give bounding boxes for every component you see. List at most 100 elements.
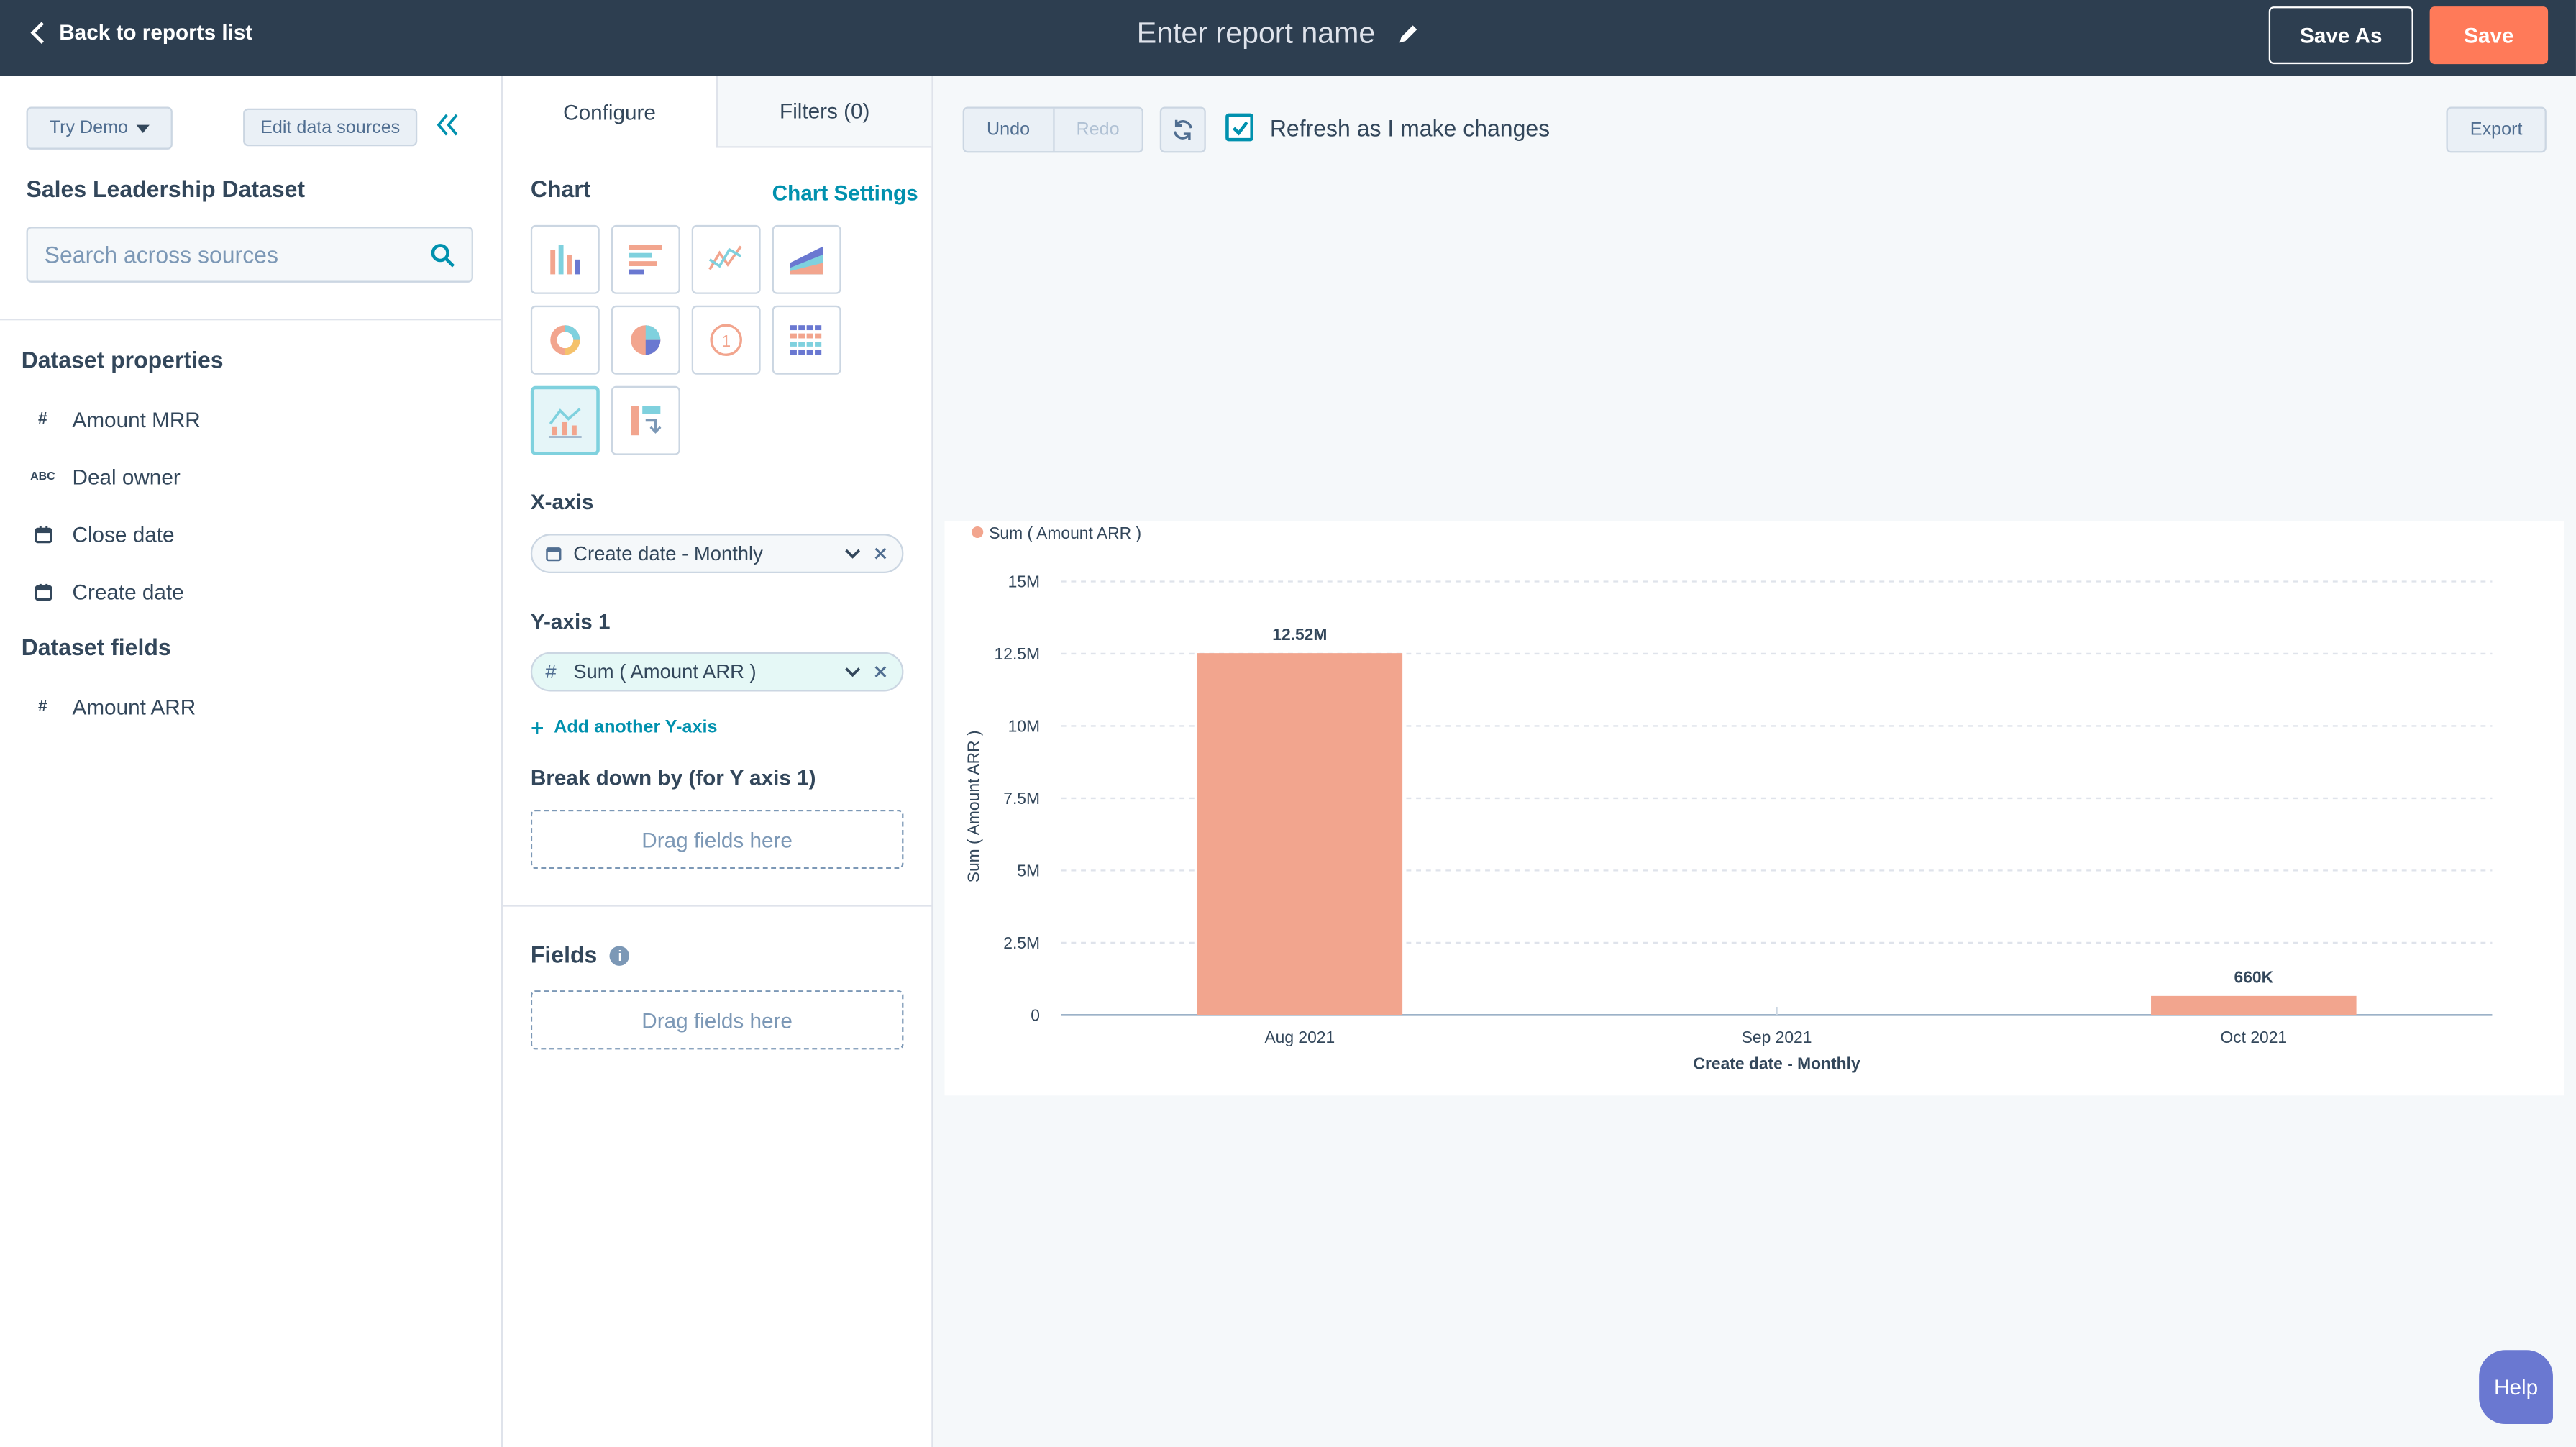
search-placeholder: Search across sources bbox=[44, 241, 278, 268]
chart-settings-link[interactable]: Chart Settings bbox=[772, 181, 918, 206]
dataset-properties-title: Dataset properties bbox=[21, 346, 224, 373]
try-demo-label: Try Demo bbox=[49, 118, 129, 138]
redo-button[interactable]: Redo bbox=[1076, 119, 1120, 140]
add-another-y-axis-link[interactable]: + Add another Y-axis bbox=[531, 714, 718, 741]
chevron-down-icon[interactable] bbox=[844, 545, 861, 562]
breakdown-dropzone[interactable]: Drag fields here bbox=[530, 809, 904, 869]
chart-type-combo[interactable] bbox=[530, 385, 600, 455]
text-icon: ABC bbox=[30, 471, 55, 483]
chart-type-horizontal-bar[interactable] bbox=[611, 224, 680, 294]
chart-type-pivot-table[interactable] bbox=[611, 385, 680, 455]
bar-data-label: 12.52M bbox=[1272, 625, 1327, 644]
chevron-down-icon[interactable] bbox=[844, 664, 861, 680]
help-button[interactable]: Help bbox=[2479, 1350, 2553, 1425]
chart-card: Sum ( Amount ARR ) 0 2.5M 5M 7.5M 10M 12.5M 15M… bbox=[944, 520, 2564, 1096]
x-tick-label: Sep 2021 bbox=[1742, 1028, 1812, 1046]
combo-chart-icon bbox=[548, 408, 582, 438]
y-axis-field-pill[interactable]: # Sum ( Amount ARR ) bbox=[530, 652, 904, 692]
search-input[interactable]: Search across sources bbox=[26, 227, 473, 283]
chart-type-table[interactable] bbox=[772, 305, 841, 375]
chart-type-vertical-bar[interactable] bbox=[530, 224, 600, 294]
calendar-icon bbox=[546, 547, 562, 562]
property-label: Amount MRR bbox=[72, 407, 201, 432]
property-label: Deal owner bbox=[72, 465, 181, 490]
try-demo-dropdown[interactable]: Try Demo bbox=[26, 106, 173, 150]
x-axis-value: Create date - Monthly bbox=[573, 542, 763, 565]
x-axis-field-pill[interactable]: Create date - Monthly bbox=[530, 534, 904, 574]
vertical-bar-chart-icon bbox=[550, 245, 580, 275]
property-deal-owner[interactable]: ABC Deal owner bbox=[30, 465, 181, 490]
report-name-field[interactable]: Enter report name bbox=[1137, 17, 1420, 51]
plus-icon: + bbox=[530, 714, 544, 741]
dataset-fields-title: Dataset fields bbox=[21, 634, 171, 661]
save-button[interactable]: Save bbox=[2429, 6, 2549, 65]
legend-marker bbox=[972, 526, 984, 538]
property-label: Close date bbox=[72, 522, 175, 547]
chart-preview-panel: Undo Redo Refresh as I make changes Expo… bbox=[933, 76, 2576, 1447]
number-icon: # bbox=[38, 410, 47, 429]
calendar-icon bbox=[33, 526, 52, 544]
top-bar: Back to reports list Enter report name S… bbox=[0, 0, 2576, 76]
y-axis-value: Sum ( Amount ARR ) bbox=[573, 660, 757, 684]
back-to-reports-link[interactable]: Back to reports list bbox=[29, 19, 252, 45]
save-as-button[interactable]: Save As bbox=[2268, 6, 2413, 65]
configure-panel: Configure Filters (0) Chart Chart Settin… bbox=[503, 76, 933, 1447]
fields-section-label: Fields i bbox=[530, 941, 630, 968]
pie-chart-icon bbox=[631, 325, 661, 355]
refresh-button[interactable] bbox=[1159, 106, 1206, 153]
pencil-icon[interactable] bbox=[1398, 23, 1420, 45]
area-chart-icon bbox=[790, 246, 823, 275]
chart-type-pie[interactable] bbox=[611, 305, 680, 375]
x-tick-label: Oct 2021 bbox=[2220, 1028, 2287, 1046]
chart-type-kpi[interactable]: 1 bbox=[691, 305, 761, 375]
property-amount-mrr[interactable]: # Amount MRR bbox=[33, 407, 201, 432]
edit-data-sources-button[interactable]: Edit data sources bbox=[243, 108, 418, 147]
field-label: Amount ARR bbox=[72, 695, 196, 720]
double-chevron-left-icon[interactable] bbox=[434, 111, 460, 138]
property-close-date[interactable]: Close date bbox=[33, 522, 175, 547]
chart-type-area[interactable] bbox=[772, 224, 841, 294]
tab-filters[interactable]: Filters (0) bbox=[716, 76, 932, 148]
export-button[interactable]: Export bbox=[2446, 106, 2547, 153]
info-icon[interactable]: i bbox=[610, 946, 630, 967]
refresh-icon bbox=[1173, 119, 1192, 140]
close-icon[interactable] bbox=[872, 664, 889, 680]
checkmark-icon bbox=[1231, 120, 1248, 135]
report-name-placeholder: Enter report name bbox=[1136, 16, 1376, 50]
bar-chart: Sum ( Amount ARR ) 0 2.5M 5M 7.5M 10M 12.5M 15M… bbox=[964, 524, 2493, 1073]
y-tick-label: 0 bbox=[1031, 1005, 1040, 1024]
x-axis-label: X-axis bbox=[530, 489, 594, 514]
dataset-title: Sales Leadership Dataset bbox=[26, 175, 306, 202]
fields-dropzone[interactable]: Drag fields here bbox=[530, 990, 904, 1050]
bar bbox=[2151, 995, 2357, 1015]
bar bbox=[1197, 653, 1403, 1015]
tab-configure[interactable]: Configure bbox=[503, 76, 716, 148]
donut-chart-icon bbox=[550, 325, 580, 355]
y-tick-label: 7.5M bbox=[1003, 789, 1040, 808]
close-icon[interactable] bbox=[872, 545, 889, 562]
kpi-single-value-icon: 1 bbox=[710, 324, 742, 357]
y-axis-title: Sum ( Amount ARR ) bbox=[964, 730, 982, 882]
pivot-table-icon bbox=[631, 406, 662, 436]
chart-section-label: Chart bbox=[530, 175, 591, 202]
table-grid-icon bbox=[790, 325, 822, 355]
chart-type-line[interactable] bbox=[691, 224, 761, 294]
y-tick-label: 10M bbox=[1008, 716, 1040, 735]
undo-button[interactable]: Undo bbox=[964, 108, 1054, 152]
refresh-checkbox[interactable] bbox=[1225, 113, 1253, 142]
number-icon: # bbox=[545, 660, 557, 684]
field-amount-arr[interactable]: # Amount ARR bbox=[33, 695, 196, 719]
undo-redo-group: Undo Redo bbox=[962, 106, 1143, 153]
refresh-as-changes-option[interactable]: Refresh as I make changes bbox=[1225, 113, 1550, 142]
search-icon[interactable] bbox=[431, 242, 455, 267]
y-tick-label: 5M bbox=[1017, 861, 1040, 880]
chart-type-donut[interactable] bbox=[530, 305, 600, 375]
svg-text:1: 1 bbox=[721, 332, 731, 350]
property-create-date[interactable]: Create date bbox=[33, 580, 184, 604]
legend-label: Sum ( Amount ARR ) bbox=[989, 524, 1141, 542]
refresh-label: Refresh as I make changes bbox=[1269, 114, 1550, 141]
chevron-left-icon bbox=[30, 21, 45, 43]
fields-label: Fields bbox=[530, 941, 598, 968]
y-tick-label: 12.5M bbox=[995, 644, 1040, 663]
